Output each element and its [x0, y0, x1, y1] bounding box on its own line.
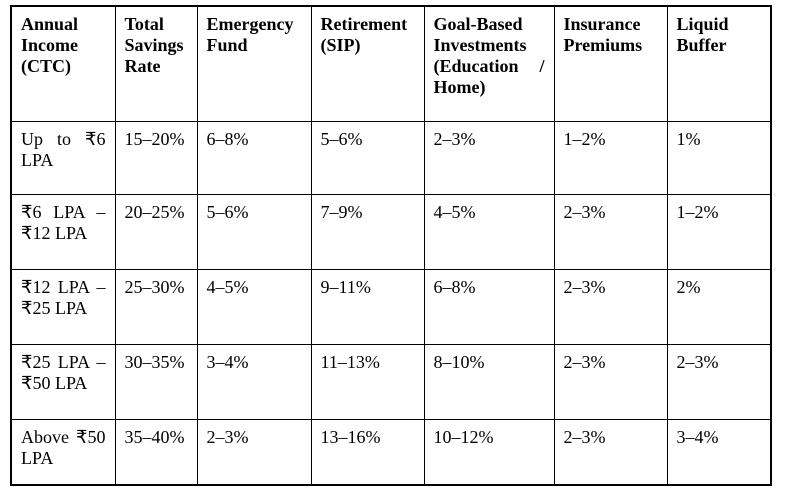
table-row: ₹6 LPA – ₹12 LPA 20–25% 5–6% 7–9% 4–5% 2…	[10, 193, 772, 270]
cell-goal-investments: 10–12%	[423, 418, 555, 486]
cell-liquid-buffer: 2–3%	[666, 343, 772, 420]
cell-insurance-premiums: 2–3%	[553, 268, 668, 345]
table-row: Above ₹50 LPA 35–40% 2–3% 13–16% 10–12% …	[10, 418, 772, 486]
cell-income-range: Up to ₹6 LPA	[10, 120, 116, 195]
cell-emergency-fund: 2–3%	[196, 418, 312, 486]
cell-retirement-sip: 5–6%	[310, 120, 425, 195]
cell-liquid-buffer: 1%	[666, 120, 772, 195]
cell-goal-investments: 4–5%	[423, 193, 555, 270]
column-header-insurance-premiums: Insurance Premiums	[553, 5, 668, 122]
cell-savings-rate: 25–30%	[114, 268, 198, 345]
cell-insurance-premiums: 2–3%	[553, 343, 668, 420]
cell-goal-investments: 6–8%	[423, 268, 555, 345]
column-header-goal-based-investments: Goal-Based Investments (Education / Home…	[423, 5, 555, 122]
column-header-retirement-sip: Retirement (SIP)	[310, 5, 425, 122]
cell-emergency-fund: 3–4%	[196, 343, 312, 420]
cell-retirement-sip: 9–11%	[310, 268, 425, 345]
cell-emergency-fund: 6–8%	[196, 120, 312, 195]
cell-liquid-buffer: 1–2%	[666, 193, 772, 270]
header-row: Annual Income (CTC) Total Savings Rate E…	[10, 5, 772, 122]
cell-goal-investments: 8–10%	[423, 343, 555, 420]
cell-income-range: ₹25 LPA – ₹50 LPA	[10, 343, 116, 420]
income-allocation-table: Annual Income (CTC) Total Savings Rate E…	[10, 5, 772, 486]
column-header-total-savings-rate: Total Savings Rate	[114, 5, 198, 122]
cell-retirement-sip: 13–16%	[310, 418, 425, 486]
cell-emergency-fund: 4–5%	[196, 268, 312, 345]
cell-savings-rate: 20–25%	[114, 193, 198, 270]
cell-liquid-buffer: 2%	[666, 268, 772, 345]
cell-savings-rate: 15–20%	[114, 120, 198, 195]
column-header-liquid-buffer: Liquid Buffer	[666, 5, 772, 122]
cell-emergency-fund: 5–6%	[196, 193, 312, 270]
cell-insurance-premiums: 2–3%	[553, 418, 668, 486]
column-header-annual-income: Annual Income (CTC)	[10, 5, 116, 122]
table-row: Up to ₹6 LPA 15–20% 6–8% 5–6% 2–3% 1–2% …	[10, 120, 772, 195]
cell-goal-investments: 2–3%	[423, 120, 555, 195]
cell-income-range: Above ₹50 LPA	[10, 418, 116, 486]
column-header-emergency-fund: Emergency Fund	[196, 5, 312, 122]
cell-retirement-sip: 7–9%	[310, 193, 425, 270]
cell-retirement-sip: 11–13%	[310, 343, 425, 420]
table-row: ₹12 LPA – ₹25 LPA 25–30% 4–5% 9–11% 6–8%…	[10, 268, 772, 345]
cell-liquid-buffer: 3–4%	[666, 418, 772, 486]
cell-income-range: ₹12 LPA – ₹25 LPA	[10, 268, 116, 345]
cell-insurance-premiums: 2–3%	[553, 193, 668, 270]
cell-savings-rate: 35–40%	[114, 418, 198, 486]
table-row: ₹25 LPA – ₹50 LPA 30–35% 3–4% 11–13% 8–1…	[10, 343, 772, 420]
cell-income-range: ₹6 LPA – ₹12 LPA	[10, 193, 116, 270]
cell-savings-rate: 30–35%	[114, 343, 198, 420]
cell-insurance-premiums: 1–2%	[553, 120, 668, 195]
income-allocation-table-container: Annual Income (CTC) Total Savings Rate E…	[10, 5, 772, 486]
